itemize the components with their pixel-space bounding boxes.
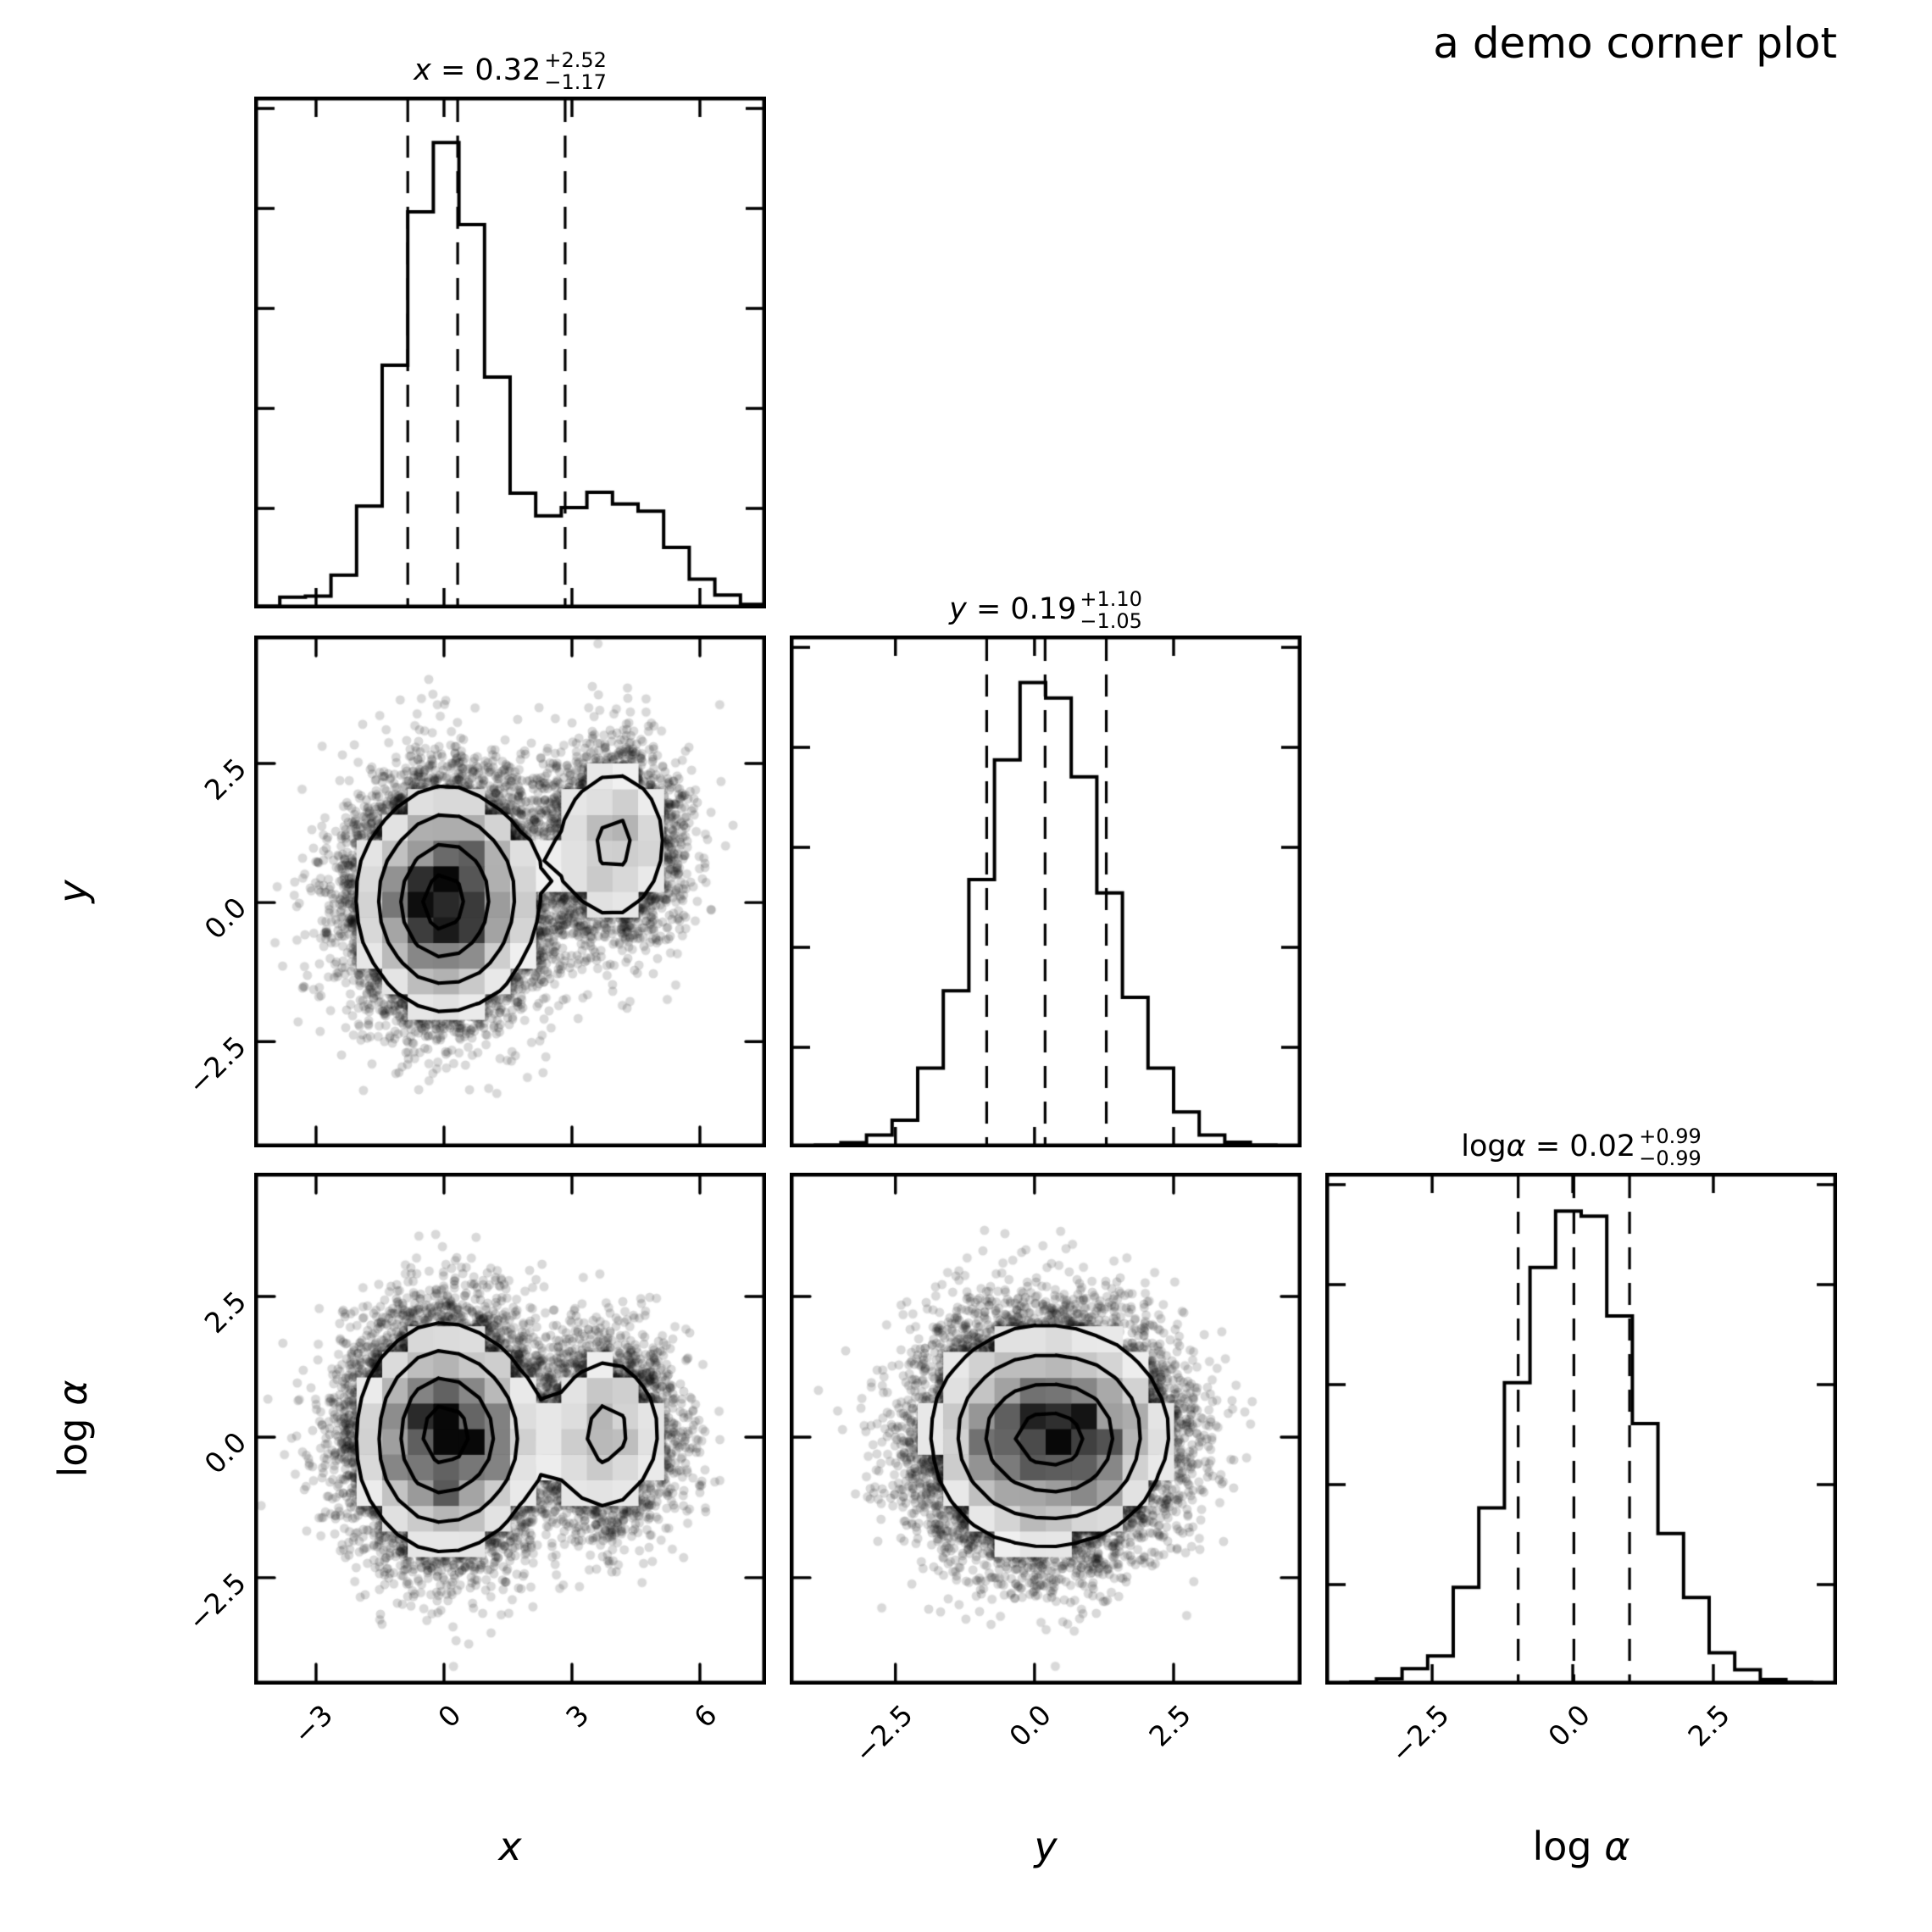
panel-hist-x bbox=[254, 97, 766, 608]
x-tick-label-y: −2.5 bbox=[847, 1698, 919, 1770]
y-tick-label-y: 2.5 bbox=[197, 752, 253, 807]
diag-title-y: y = 0.19 +1.10 −1.05 bbox=[790, 575, 1302, 634]
x-tick-label-log_alpha: 2.5 bbox=[1681, 1698, 1737, 1753]
panel-scatter-logalpha-vs-y bbox=[790, 1173, 1302, 1685]
title-text: x = 0.32 +2.52 −1.17 bbox=[414, 48, 607, 92]
axis-label-variable: y bbox=[1034, 1824, 1058, 1869]
figure-title: a demo corner plot bbox=[1433, 19, 1837, 68]
x-axis-label-log_alpha: log α bbox=[1325, 1824, 1837, 1869]
title-error-stack: +0.99 −0.99 bbox=[1639, 1124, 1702, 1170]
x-tick-label-log_alpha: −2.5 bbox=[1384, 1698, 1456, 1770]
y-axis-label-y: y bbox=[50, 880, 96, 902]
title-variable: y bbox=[949, 591, 967, 626]
title-median-value: = 0.32 bbox=[430, 53, 541, 87]
y-tick-label-log_alpha: 2.5 bbox=[197, 1285, 253, 1340]
scatter-y-x-canvas bbox=[254, 636, 766, 1147]
panel-hist-y bbox=[790, 636, 1302, 1147]
x-tick-label-y: 0.0 bbox=[1002, 1698, 1058, 1753]
title-error-stack: +2.52 −1.17 bbox=[544, 48, 607, 94]
hist-logalpha-canvas bbox=[1325, 1173, 1837, 1685]
x-axis-label-y: y bbox=[790, 1824, 1302, 1869]
title-upper-error: +1.10 bbox=[1080, 587, 1142, 612]
axis-label-log-prefix: log bbox=[50, 1405, 96, 1478]
title-variable: α bbox=[1506, 1129, 1526, 1163]
hist-y-canvas bbox=[790, 636, 1302, 1147]
axis-label-log-prefix: log bbox=[1532, 1824, 1605, 1869]
y-tick-label-y: 0.0 bbox=[197, 891, 253, 947]
y-axis-label-log-alpha: log α bbox=[50, 1380, 96, 1477]
panel-hist-logalpha bbox=[1325, 1173, 1837, 1685]
y-tick-label-log_alpha: 0.0 bbox=[197, 1425, 253, 1480]
scatter-logalpha-x-canvas bbox=[254, 1173, 766, 1685]
panel-scatter-y-vs-x bbox=[254, 636, 766, 1147]
axis-label-variable: α bbox=[50, 1380, 96, 1406]
diag-title-x: x = 0.32 +2.52 −1.17 bbox=[254, 36, 766, 95]
panel-scatter-logalpha-vs-x bbox=[254, 1173, 766, 1685]
title-error-stack: +1.10 −1.05 bbox=[1080, 587, 1142, 633]
x-tick-label-x: 6 bbox=[687, 1698, 724, 1735]
title-lower-error: −1.17 bbox=[544, 69, 607, 94]
axis-label-variable: α bbox=[1604, 1824, 1630, 1869]
y-tick-label-log_alpha: −2.5 bbox=[180, 1566, 253, 1638]
axis-label-variable: y bbox=[50, 880, 96, 903]
x-tick-label-x: −3 bbox=[286, 1698, 340, 1751]
title-variable: x bbox=[414, 53, 431, 87]
axis-label-variable: x bbox=[498, 1824, 522, 1869]
title-median-value: = 0.19 bbox=[966, 591, 1077, 626]
x-tick-label-y: 2.5 bbox=[1141, 1698, 1197, 1753]
title-upper-error: +0.99 bbox=[1639, 1124, 1702, 1149]
scatter-logalpha-y-canvas bbox=[790, 1173, 1302, 1685]
x-tick-label-x: 0 bbox=[431, 1698, 468, 1735]
title-log-prefix: log bbox=[1461, 1129, 1507, 1163]
x-tick-label-log_alpha: 0.0 bbox=[1541, 1698, 1596, 1753]
title-median-value: = 0.02 bbox=[1525, 1129, 1636, 1163]
title-lower-error: −1.05 bbox=[1080, 608, 1142, 633]
x-axis-label-x: x bbox=[254, 1824, 766, 1869]
title-lower-error: −0.99 bbox=[1639, 1146, 1702, 1170]
title-text: y = 0.19 +1.10 −1.05 bbox=[949, 587, 1142, 633]
x-tick-label-x: 3 bbox=[559, 1698, 596, 1735]
hist-x-canvas bbox=[254, 97, 766, 608]
diag-title-log-alpha: log α = 0.02 +0.99 −0.99 bbox=[1325, 1112, 1837, 1171]
title-upper-error: +2.52 bbox=[544, 48, 607, 73]
y-tick-label-y: −2.5 bbox=[180, 1030, 253, 1102]
title-text: log α = 0.02 +0.99 −0.99 bbox=[1461, 1124, 1702, 1170]
